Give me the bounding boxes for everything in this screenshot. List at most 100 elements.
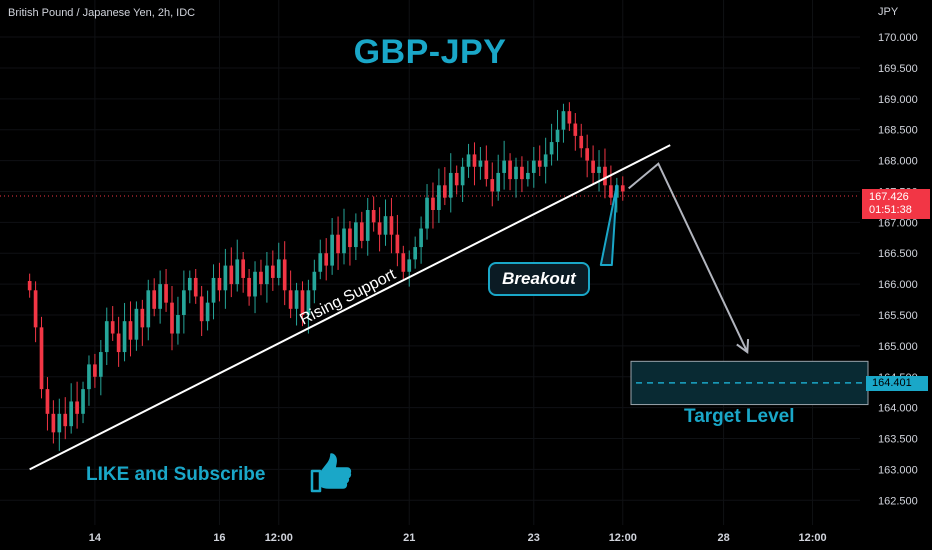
candle-body: [496, 172, 501, 192]
candle-body: [229, 265, 234, 285]
thumbs-up-icon[interactable]: [308, 450, 354, 496]
time-tick-label: 12:00: [265, 532, 293, 544]
candle-body: [265, 265, 269, 285]
candle-body: [312, 271, 317, 291]
candle-body: [205, 302, 210, 322]
candle-body: [555, 129, 560, 143]
candle-body: [193, 277, 198, 297]
like-subscribe-text: LIKE and Subscribe: [86, 464, 266, 485]
candle-body: [288, 290, 293, 309]
projection-arrowhead: [736, 339, 750, 354]
candle-body: [270, 265, 275, 278]
candle-body: [51, 413, 56, 433]
candle-body: [27, 281, 32, 291]
candle-body: [549, 142, 554, 155]
candle-body: [324, 253, 329, 266]
candle-body: [247, 277, 251, 297]
candle-body: [354, 222, 358, 248]
breakout-callout: Breakout: [488, 262, 590, 296]
breakout-pointer: [599, 184, 618, 266]
price-axis[interactable]: 170.000169.500169.000168.500168.000167.5…: [878, 32, 918, 507]
candle-body: [164, 284, 168, 303]
time-tick-label: 12:00: [798, 532, 826, 544]
target-price-tag: 164.401: [866, 376, 928, 391]
rising-support-line: [29, 144, 671, 471]
candle-body: [359, 222, 364, 241]
candle-body: [45, 389, 50, 414]
candle-body: [81, 389, 85, 414]
candle-body: [146, 290, 151, 328]
candle-body: [603, 166, 607, 186]
candle-body: [484, 160, 489, 180]
chart-title: GBP-JPY: [353, 33, 507, 71]
candle-body: [182, 290, 186, 315]
candle-body: [253, 271, 257, 297]
candle-body: [104, 321, 109, 353]
candle-body: [609, 185, 613, 198]
current-price-value: 167.426: [869, 191, 909, 203]
price-tick-label: 162.500: [878, 495, 918, 507]
candle-body: [425, 197, 429, 229]
candle-body: [383, 216, 388, 235]
candle-body: [199, 296, 204, 322]
price-tick-label: 165.500: [878, 310, 918, 322]
candle-body: [33, 290, 38, 328]
candle-body: [448, 172, 453, 198]
currency-label: JPY: [878, 6, 899, 18]
candle-body: [365, 210, 370, 241]
bar-countdown: 01:51:38: [869, 204, 912, 216]
candle-body: [69, 401, 74, 427]
candle-body: [502, 160, 506, 173]
grid: [0, 0, 860, 525]
candle-body: [413, 247, 418, 260]
candle-body: [573, 123, 578, 136]
price-tick-label: 168.500: [878, 125, 918, 137]
candle-body: [158, 284, 162, 309]
candle-body: [419, 228, 423, 248]
price-tick-label: 170.000: [878, 32, 918, 44]
candle-body: [140, 308, 145, 328]
projection-path: [628, 162, 749, 353]
time-tick-label: 12:00: [609, 532, 637, 544]
candle-body: [401, 253, 406, 272]
candle-body: [591, 160, 595, 173]
price-tick-label: 164.000: [878, 403, 918, 415]
candle-body: [526, 172, 530, 180]
candle-body: [597, 166, 601, 173]
price-tick-label: 163.000: [878, 464, 918, 476]
time-tick-label: 21: [403, 532, 415, 544]
candle-body: [543, 154, 548, 167]
price-tick-label: 168.000: [878, 156, 918, 168]
time-tick-label: 23: [528, 532, 540, 544]
candle-body: [75, 401, 79, 414]
candle-body: [223, 265, 228, 291]
candle-body: [514, 166, 518, 180]
candle-body: [152, 290, 157, 309]
current-price-tag: 167.426 01:51:38: [862, 189, 930, 219]
candle-body: [561, 111, 566, 130]
target-level-label: Target Level: [684, 406, 795, 427]
candle-body: [466, 154, 471, 167]
candle-body: [318, 253, 323, 272]
candle-body: [211, 277, 216, 303]
candle-body: [371, 210, 376, 223]
price-tick-label: 167.000: [878, 217, 918, 229]
candle-body: [579, 135, 584, 149]
candle-body: [170, 302, 174, 334]
time-tick-label: 16: [213, 532, 225, 544]
candle-body: [336, 234, 340, 254]
price-tick-label: 163.500: [878, 434, 918, 446]
candle-body: [567, 111, 572, 124]
time-tick-label: 14: [89, 532, 102, 544]
time-tick-label: 28: [717, 532, 729, 544]
candle-body: [294, 290, 299, 309]
candle-body: [395, 234, 400, 254]
candle-body: [454, 172, 459, 186]
candle-body: [585, 148, 590, 161]
candle-body: [122, 321, 127, 353]
candle-body: [98, 352, 103, 377]
time-axis[interactable]: 14 16 12:00 21 23 12:00 28 12:00: [89, 532, 827, 544]
candle-body: [442, 185, 447, 198]
